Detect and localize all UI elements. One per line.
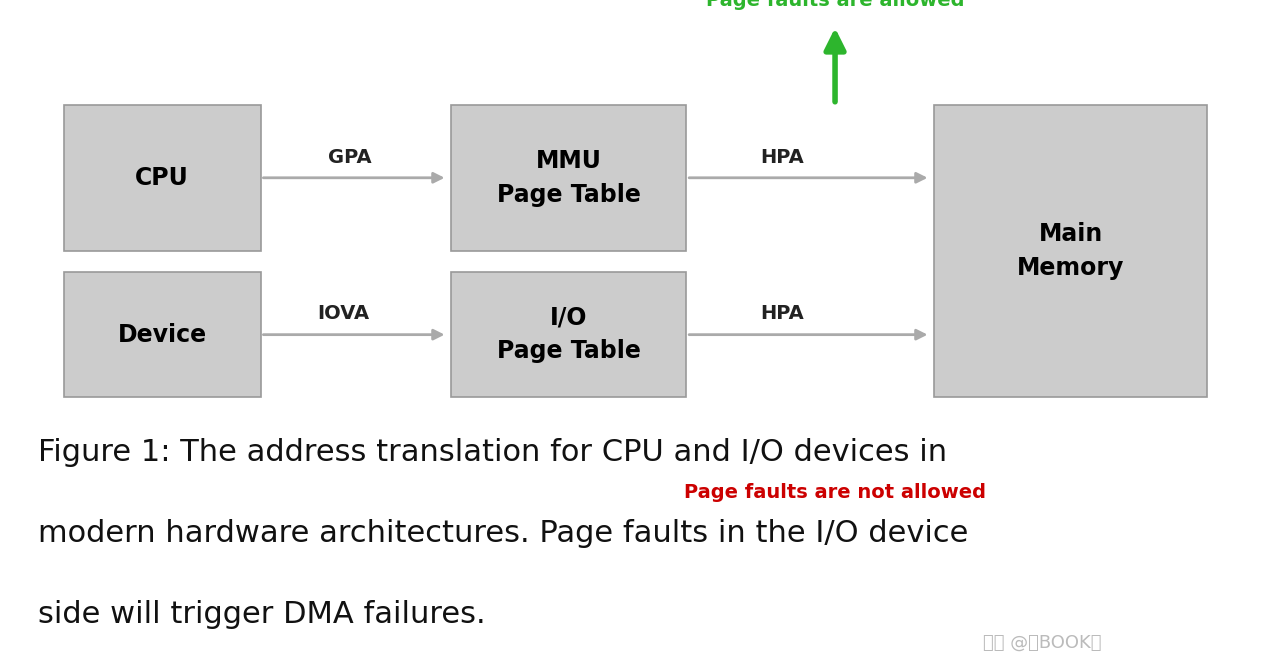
Text: HPA: HPA: [760, 148, 803, 167]
FancyBboxPatch shape: [934, 104, 1207, 397]
Text: HPA: HPA: [760, 304, 803, 323]
Text: side will trigger DMA failures.: side will trigger DMA failures.: [38, 600, 486, 629]
Text: IOVA: IOVA: [316, 304, 370, 323]
FancyBboxPatch shape: [64, 272, 261, 397]
Text: Main
Memory: Main Memory: [1017, 222, 1125, 280]
Text: Device: Device: [117, 323, 207, 347]
Text: Figure 1: The address translation for CPU and I/O devices in: Figure 1: The address translation for CP…: [38, 438, 947, 467]
Text: I/O
Page Table: I/O Page Table: [497, 306, 641, 363]
Text: Page faults are not allowed: Page faults are not allowed: [684, 483, 986, 502]
FancyBboxPatch shape: [451, 104, 686, 251]
FancyBboxPatch shape: [64, 104, 261, 251]
Text: Page faults are allowed: Page faults are allowed: [705, 0, 965, 11]
Text: modern hardware architectures. Page faults in the I/O device: modern hardware architectures. Page faul…: [38, 519, 969, 548]
Text: 知乎 @妙BOOK言: 知乎 @妙BOOK言: [982, 633, 1102, 652]
Text: MMU
Page Table: MMU Page Table: [497, 149, 641, 207]
FancyBboxPatch shape: [451, 272, 686, 397]
Text: GPA: GPA: [328, 148, 371, 167]
Text: CPU: CPU: [135, 166, 189, 190]
